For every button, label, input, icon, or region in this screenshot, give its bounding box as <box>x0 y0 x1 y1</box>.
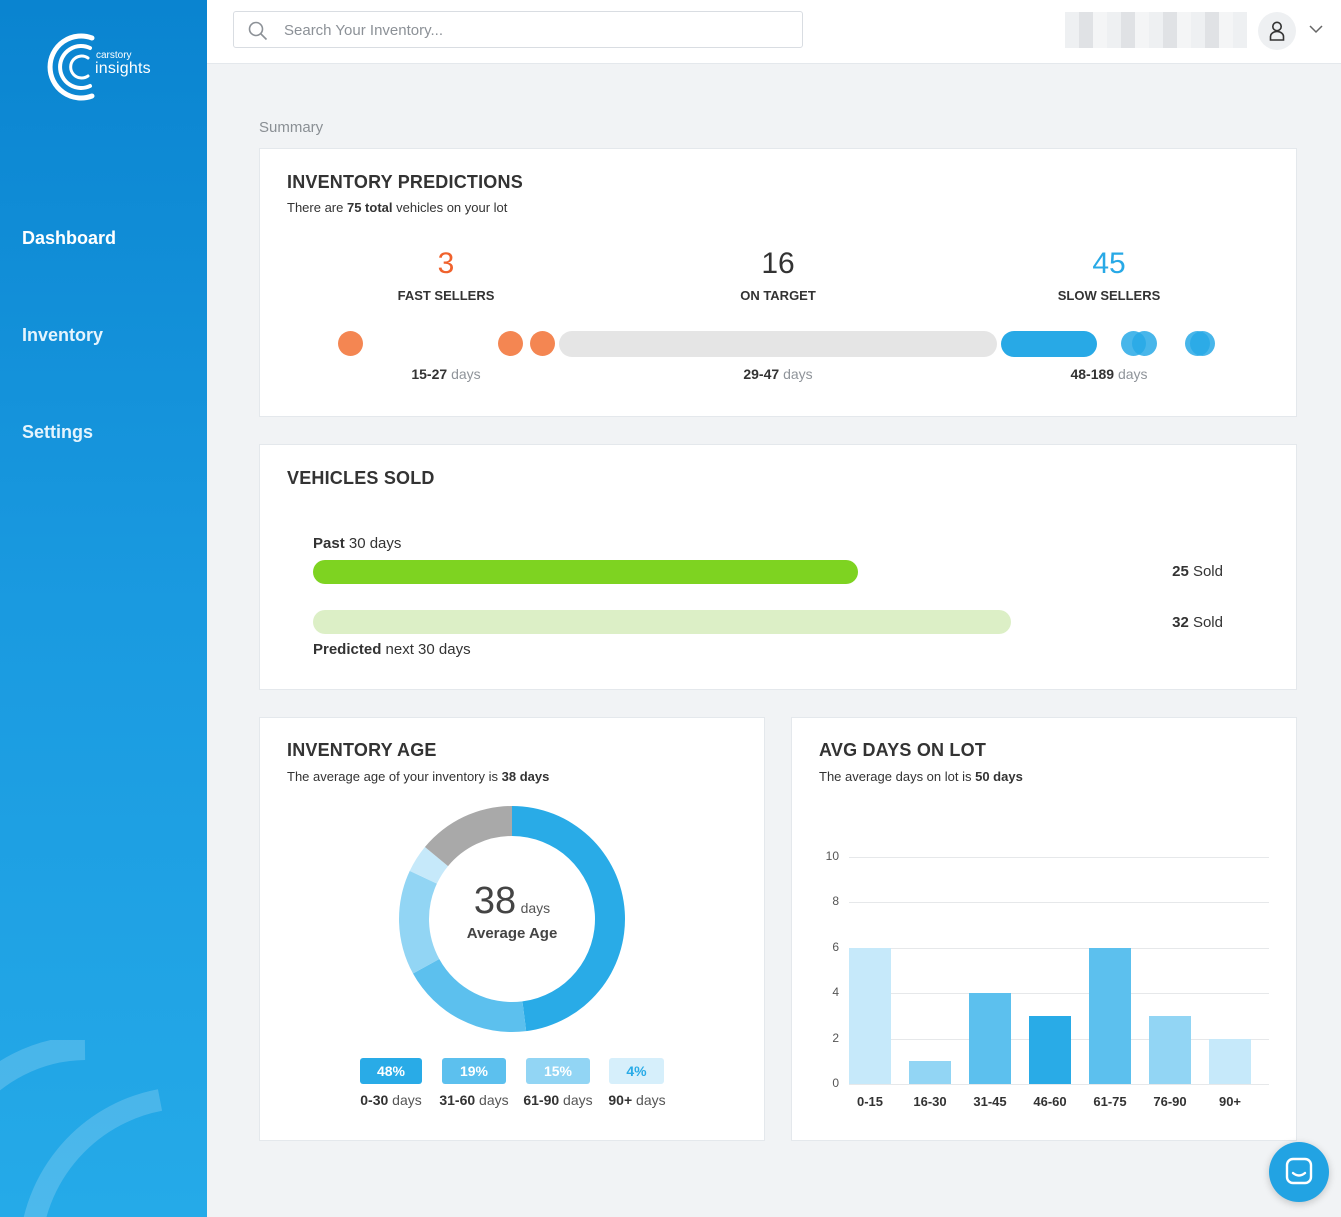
card-title: INVENTORY PREDICTIONS <box>287 172 523 192</box>
donut-segment[interactable] <box>412 958 527 1032</box>
fast-range-label: 15-27 days <box>411 366 481 382</box>
on-target-label: ON TARGET <box>740 288 816 303</box>
slow-sellers-label: SLOW SELLERS <box>1057 288 1161 303</box>
y-tick-label: 10 <box>825 849 839 863</box>
nav-settings[interactable]: Settings <box>22 422 94 442</box>
fast-seller-dot[interactable] <box>498 331 523 356</box>
y-tick-label: 4 <box>832 985 839 1000</box>
bar-16-30[interactable] <box>909 1061 951 1084</box>
donut-segment[interactable] <box>399 870 440 974</box>
bar-31-45[interactable] <box>969 993 1011 1084</box>
bar-76-90[interactable] <box>1149 1015 1191 1084</box>
decorative-arc-icon <box>0 1040 163 1217</box>
donut-segment[interactable] <box>424 806 512 867</box>
user-icon <box>1269 21 1285 41</box>
bar-61-75[interactable] <box>1089 947 1131 1084</box>
x-category-label: 90+ <box>1218 1094 1242 1109</box>
donut-center: 38 days Average Age <box>398 880 626 942</box>
redacted-user-name <box>1065 12 1247 48</box>
card-title: AVG DAYS ON LOT <box>819 740 987 760</box>
age-badge: 15% <box>526 1058 590 1084</box>
card-subtitle: The average age of your inventory is 38 … <box>287 769 550 784</box>
age-bucket-label: 31-60 days <box>439 1092 509 1108</box>
y-tick-label: 2 <box>832 1030 839 1045</box>
inventory-age-card: INVENTORY AGE The average age of your in… <box>259 717 765 1141</box>
on-target-count: 16 <box>761 247 795 280</box>
chat-icon <box>1285 1157 1313 1185</box>
predicted-sold-bar[interactable] <box>313 610 1011 634</box>
grid-line <box>849 1084 1269 1085</box>
card-subtitle: The average days on lot is 50 days <box>819 769 1023 784</box>
sidebar: carstory insights Dashboard Inventory Se… <box>0 0 207 1217</box>
grid-line <box>849 902 1269 904</box>
predicted-30-days-label: Predicted next 30 days <box>313 641 471 658</box>
nav-inventory[interactable]: Inventory <box>22 325 104 345</box>
chevron-down-icon[interactable] <box>1309 24 1323 34</box>
card-title: INVENTORY AGE <box>287 740 437 760</box>
fast-sellers-label: FAST SELLERS <box>397 288 495 303</box>
x-category-label: 0-15 <box>856 1094 884 1109</box>
search-input[interactable] <box>284 18 784 42</box>
past-sold-value: 25 Sold <box>1172 563 1223 580</box>
avg-days-bar-chart: 10 8 6 4 2 0 0-15 16-30 31-45 46-60 61-75 76-90 90+ <box>791 717 1297 1141</box>
age-badge: 4% <box>609 1058 664 1084</box>
slow-seller-dot[interactable] <box>1132 331 1157 356</box>
carstory-logo[interactable] <box>44 26 164 108</box>
past-sold-bar[interactable] <box>313 560 858 584</box>
donut-segment[interactable] <box>409 846 449 884</box>
age-bucket-label: 61-90 days <box>523 1092 593 1108</box>
y-tick-label: 0 <box>832 1076 839 1090</box>
slow-seller-cluster[interactable] <box>1001 331 1097 357</box>
logo-text-big: insights <box>95 60 151 77</box>
search-icon <box>248 21 268 41</box>
bar-0-15[interactable] <box>849 947 891 1084</box>
x-category-label: 16-30 <box>913 1094 947 1109</box>
inventory-predictions-card: INVENTORY PREDICTIONS There are 75 total… <box>259 148 1297 417</box>
x-category-label: 31-45 <box>973 1094 1007 1109</box>
bar-46-60[interactable] <box>1029 1015 1071 1084</box>
search-box[interactable] <box>233 11 803 48</box>
chat-button[interactable] <box>1269 1142 1329 1202</box>
grid-line <box>849 993 1269 995</box>
card-title: VEHICLES SOLD <box>287 468 435 488</box>
predicted-sold-value: 32 Sold <box>1172 614 1223 631</box>
y-tick-label: 6 <box>832 939 839 954</box>
fast-sellers-count: 3 <box>437 247 455 280</box>
age-bucket-label: 0-30 days <box>360 1092 422 1108</box>
average-age-value: 38 <box>473 880 517 922</box>
user-avatar[interactable] <box>1258 12 1296 50</box>
inventory-age-donut[interactable] <box>398 805 626 1033</box>
x-category-label: 76-90 <box>1153 1094 1187 1109</box>
fast-seller-dot[interactable] <box>338 331 363 356</box>
section-title: Summary <box>259 119 324 136</box>
nav-dashboard[interactable]: Dashboard <box>22 228 117 248</box>
grid-line <box>849 947 1269 949</box>
slow-sellers-count: 45 <box>1092 247 1126 280</box>
age-bucket-label: 90+ days <box>608 1092 666 1108</box>
x-category-label: 61-75 <box>1093 1094 1127 1109</box>
slow-seller-dot[interactable] <box>1190 331 1215 356</box>
y-tick-label: 8 <box>832 894 839 909</box>
fast-seller-dot[interactable] <box>530 331 555 356</box>
age-badge: 48% <box>360 1058 422 1084</box>
on-target-range-bar[interactable] <box>559 331 997 357</box>
slow-range-label: 48-189 days <box>1070 366 1148 382</box>
vehicles-sold-card: VEHICLES SOLD Past 30 days 25 Sold 32 So… <box>259 444 1297 690</box>
top-bar <box>207 0 1341 64</box>
logo-text: carstory insights <box>44 26 164 108</box>
average-age-caption: Average Age <box>466 925 558 942</box>
x-category-label: 46-60 <box>1033 1094 1067 1109</box>
logo-text-small: carstory <box>96 50 132 61</box>
bar-90+[interactable] <box>1209 1038 1251 1084</box>
card-subtitle: There are 75 total vehicles on your lot <box>287 200 508 215</box>
target-range-label: 29-47 days <box>743 366 813 382</box>
past-30-days-label: Past 30 days <box>313 535 402 552</box>
grid-line <box>849 857 1269 858</box>
donut-segment[interactable] <box>512 806 625 1032</box>
age-badge: 19% <box>442 1058 506 1084</box>
average-age-unit: days <box>520 900 551 916</box>
